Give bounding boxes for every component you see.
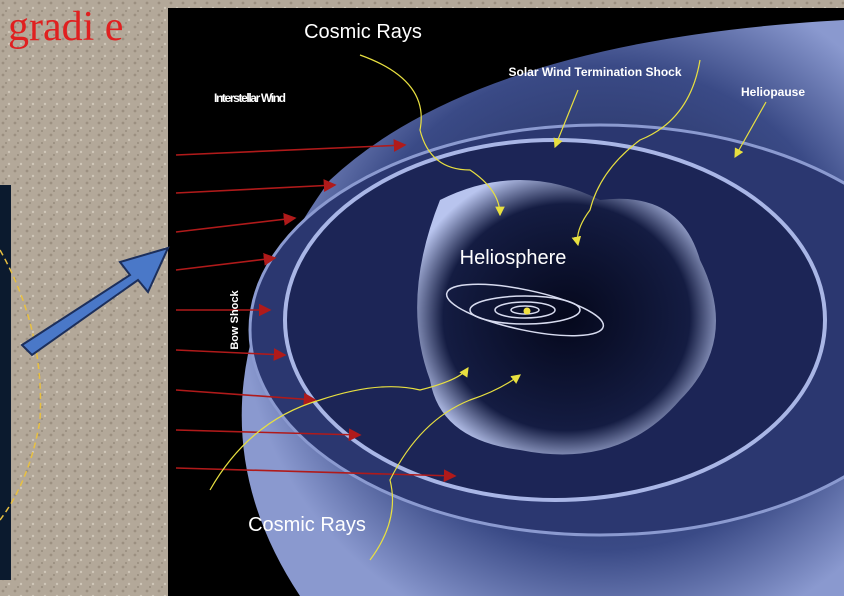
bow-shock-label: Bow Shock bbox=[229, 289, 241, 349]
pointer-arrow bbox=[20, 246, 170, 357]
sun bbox=[523, 307, 531, 315]
heliosphere-label: Heliosphere bbox=[460, 247, 567, 269]
title-fragment: gradi e bbox=[8, 4, 123, 50]
dashed-orbit bbox=[0, 249, 42, 521]
cosmic-rays-top-label: Cosmic Rays bbox=[304, 21, 422, 43]
termination-shock-label: Solar Wind Termination Shock bbox=[508, 65, 681, 79]
heliopause-label: Heliopause bbox=[741, 85, 805, 99]
interstellar-wind-label: Interstellar Wind bbox=[214, 91, 286, 105]
cosmic-rays-bottom-label: Cosmic Rays bbox=[248, 514, 366, 536]
left-image-edge bbox=[0, 185, 11, 580]
termination-shock bbox=[417, 180, 716, 455]
solar-system bbox=[445, 283, 605, 337]
wind-arrows bbox=[175, 139, 457, 483]
cosmic-ray-paths bbox=[209, 54, 767, 561]
